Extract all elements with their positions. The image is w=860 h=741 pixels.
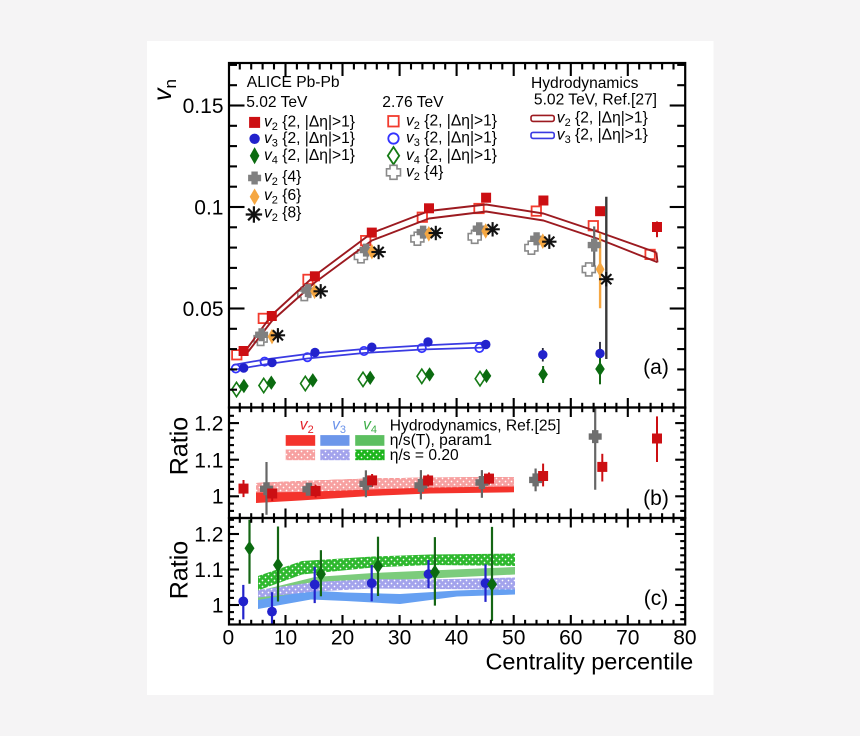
svg-text:50: 50 bbox=[502, 627, 525, 650]
svg-text:1.1: 1.1 bbox=[194, 450, 223, 473]
svg-text:1.2: 1.2 bbox=[194, 524, 223, 547]
svg-text:1: 1 bbox=[212, 594, 224, 617]
svg-text:v2 {4}: v2 {4} bbox=[264, 169, 301, 189]
svg-text:1.2: 1.2 bbox=[194, 412, 223, 435]
svg-text:1.1: 1.1 bbox=[194, 559, 223, 582]
svg-text:40: 40 bbox=[445, 627, 468, 650]
svg-text:v4 {2, |Δη|>1}: v4 {2, |Δη|>1} bbox=[406, 147, 497, 167]
svg-text:v3 {2, |Δη|>1}: v3 {2, |Δη|>1} bbox=[264, 130, 355, 150]
svg-text:20: 20 bbox=[331, 627, 354, 650]
svg-text:v2 {2, |Δη|>1}: v2 {2, |Δη|>1} bbox=[264, 114, 355, 134]
svg-text:v4: v4 bbox=[363, 417, 377, 437]
svg-text:v2 {4}: v2 {4} bbox=[406, 163, 443, 183]
svg-text:1: 1 bbox=[212, 486, 224, 509]
svg-text:Ratio: Ratio bbox=[166, 541, 194, 599]
svg-text:v3 {2, |Δη|>1}: v3 {2, |Δη|>1} bbox=[406, 130, 497, 150]
svg-text:v4 {2, |Δη|>1}: v4 {2, |Δη|>1} bbox=[264, 147, 355, 167]
svg-text:Centrality percentile: Centrality percentile bbox=[485, 648, 693, 674]
svg-text:10: 10 bbox=[274, 627, 297, 650]
svg-text:v2 {2, |Δη|>1}: v2 {2, |Δη|>1} bbox=[557, 109, 648, 129]
svg-text:v2: v2 bbox=[300, 417, 314, 437]
svg-text:0.1: 0.1 bbox=[194, 197, 223, 220]
svg-text:v3 {2, |Δη|>1}: v3 {2, |Δη|>1} bbox=[557, 126, 648, 146]
svg-text:2.76 TeV: 2.76 TeV bbox=[382, 94, 444, 111]
svg-text:(b): (b) bbox=[643, 487, 669, 510]
svg-text:v2 {6}: v2 {6} bbox=[264, 187, 301, 207]
svg-text:Hydrodynamics: Hydrodynamics bbox=[531, 75, 639, 92]
svg-text:0: 0 bbox=[223, 627, 235, 650]
svg-text:80: 80 bbox=[673, 627, 696, 650]
svg-text:ALICE Pb-Pb: ALICE Pb-Pb bbox=[247, 74, 340, 91]
svg-text:v2 {2, |Δη|>1}: v2 {2, |Δη|>1} bbox=[406, 113, 497, 133]
svg-text:(a): (a) bbox=[643, 356, 669, 379]
svg-text:5.02 TeV, Ref.[27]: 5.02 TeV, Ref.[27] bbox=[534, 91, 657, 108]
svg-text:5.02 TeV: 5.02 TeV bbox=[246, 94, 308, 111]
svg-text:30: 30 bbox=[388, 627, 411, 650]
svg-text:70: 70 bbox=[616, 627, 639, 650]
svg-text:v2 {8}: v2 {8} bbox=[264, 204, 301, 224]
svg-text:0.05: 0.05 bbox=[183, 298, 224, 321]
svg-text:v3: v3 bbox=[332, 417, 346, 437]
svg-text:0.15: 0.15 bbox=[183, 95, 224, 118]
svg-text:η/s(T), param1: η/s(T), param1 bbox=[390, 432, 492, 449]
svg-text:Ratio: Ratio bbox=[166, 417, 194, 475]
svg-text:Hydrodynamics, Ref.[25]: Hydrodynamics, Ref.[25] bbox=[390, 417, 561, 434]
svg-text:η/s = 0.20: η/s = 0.20 bbox=[390, 447, 459, 464]
svg-text:(c): (c) bbox=[644, 587, 669, 610]
svg-text:60: 60 bbox=[559, 627, 582, 650]
